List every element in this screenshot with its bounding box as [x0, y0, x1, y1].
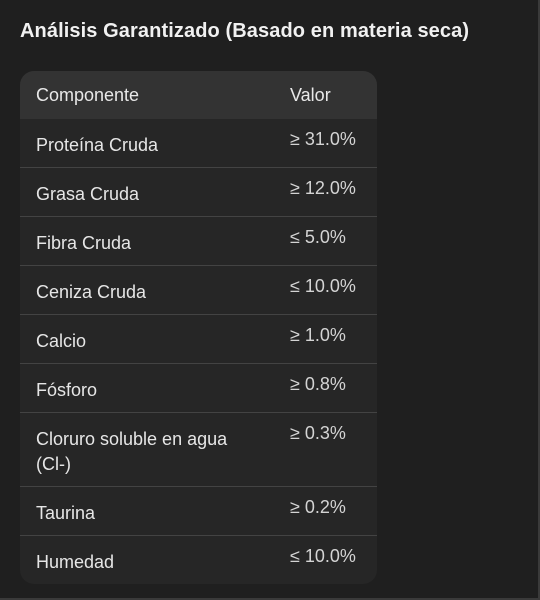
- value-cell: ≥ 31.0%: [290, 129, 356, 149]
- value-cell: ≥ 1.0%: [275, 314, 377, 364]
- value-cell: ≤ 10.0%: [275, 265, 377, 315]
- component-cell: Fósforo: [20, 363, 275, 413]
- section-title: Análisis Garantizado (Basado en materia …: [20, 20, 470, 42]
- component-cell: Calcio: [20, 314, 275, 364]
- table-row: Fibra Cruda ≤ 5.0%: [20, 216, 377, 266]
- component-cell: Ceniza Cruda: [20, 265, 275, 315]
- column-header-component: Componente: [20, 71, 275, 119]
- component-cell: Cloruro soluble en agua (Cl-): [20, 412, 275, 487]
- table-row: Proteína Cruda ≥ 31.0%: [20, 119, 377, 168]
- analysis-table: Componente Valor Proteína Cruda ≥ 31.0% …: [20, 71, 377, 584]
- table-row: Calcio ≥ 1.0%: [20, 314, 377, 364]
- table-row: Ceniza Cruda ≤ 10.0%: [20, 265, 377, 315]
- value-cell: ≥ 12.0%: [275, 167, 377, 217]
- table-row: Fósforo ≥ 0.8%: [20, 363, 377, 413]
- component-cell: Humedad: [20, 535, 275, 584]
- right-edge-divider: [538, 0, 540, 600]
- column-header-value: Valor: [275, 71, 377, 119]
- value-cell: ≥ 0.8%: [275, 363, 377, 413]
- component-cell: Fibra Cruda: [20, 216, 275, 266]
- table-row: Humedad ≤ 10.0%: [20, 535, 377, 584]
- value-cell: ≤ 10.0%: [275, 535, 377, 584]
- component-cell: Grasa Cruda: [20, 167, 275, 217]
- component-cell: Proteína Cruda: [36, 135, 159, 155]
- value-cell: ≥ 0.3%: [275, 412, 377, 487]
- value-cell: ≥ 0.2%: [275, 486, 377, 536]
- table-row: Cloruro soluble en agua (Cl-) ≥ 0.3%: [20, 412, 377, 487]
- table-header-row: Componente Valor: [20, 71, 377, 119]
- value-cell: ≤ 5.0%: [275, 216, 377, 266]
- table-row: Grasa Cruda ≥ 12.0%: [20, 167, 377, 217]
- table-row: Taurina ≥ 0.2%: [20, 486, 377, 536]
- bottom-edge-divider: [0, 598, 540, 600]
- component-cell: Taurina: [20, 486, 275, 536]
